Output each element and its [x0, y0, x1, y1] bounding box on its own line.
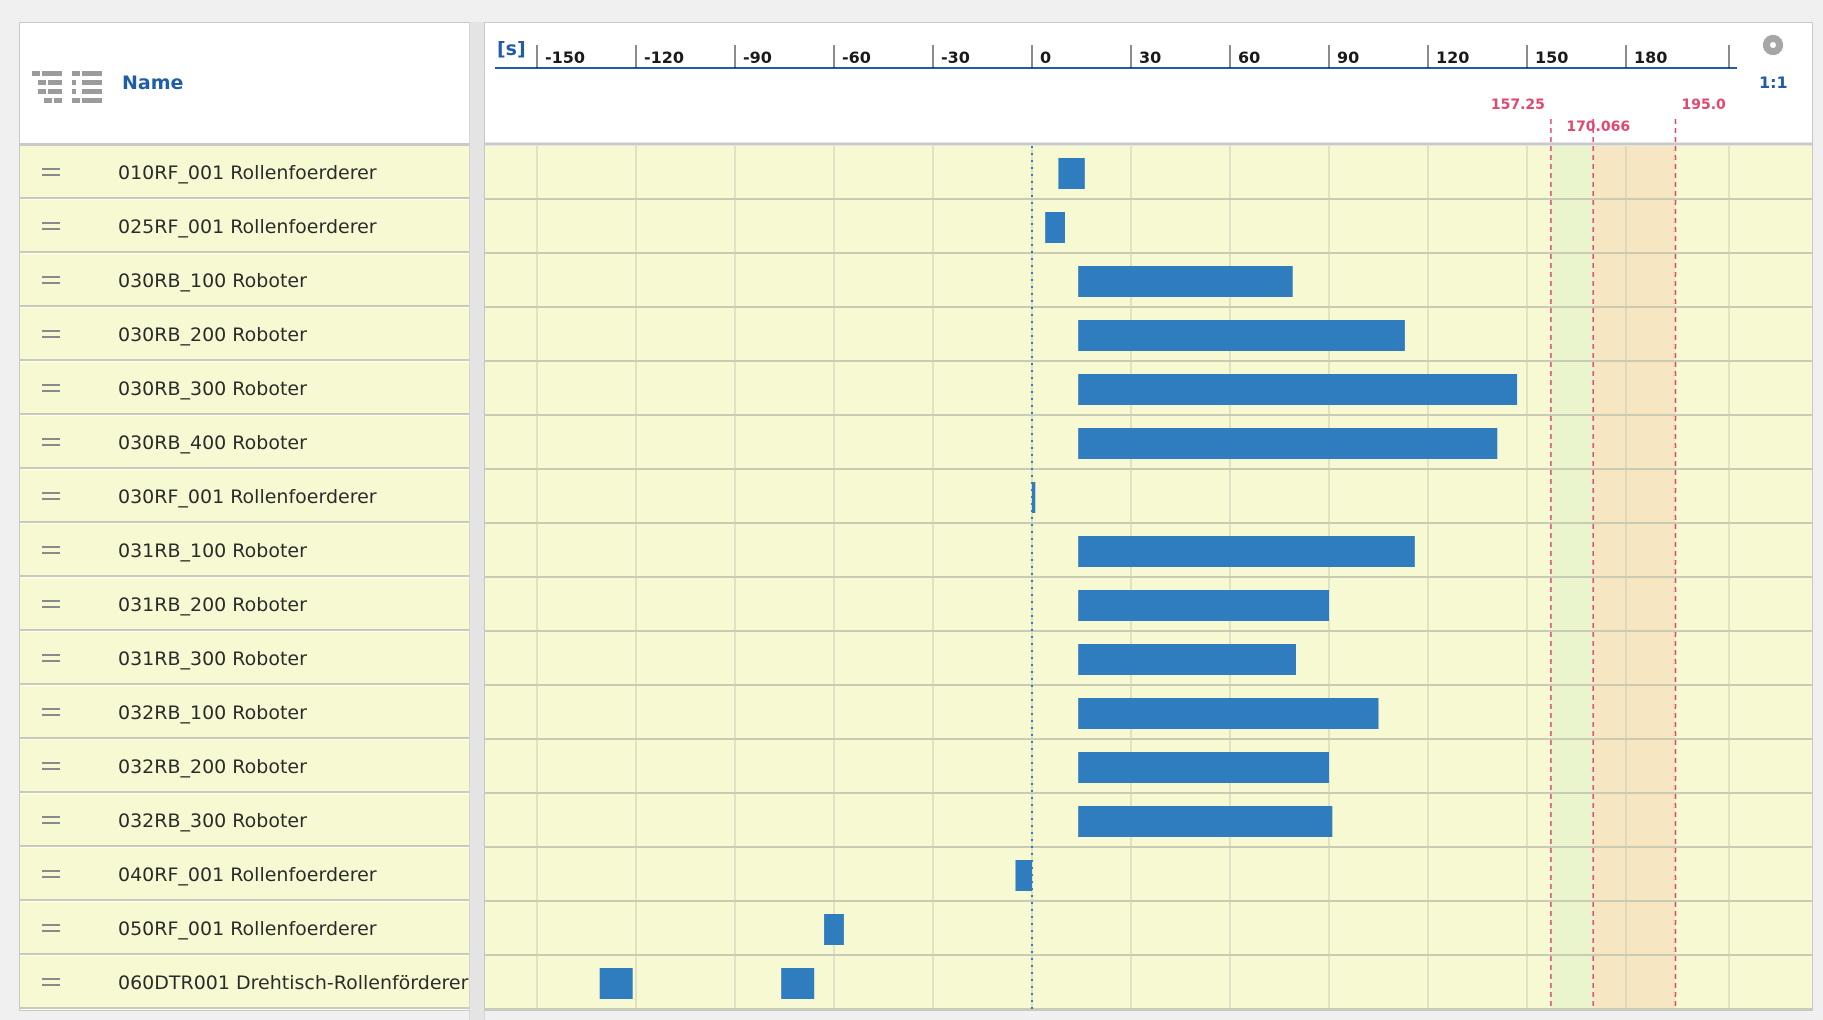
list-header: Name — [20, 23, 469, 146]
axis-tick-label: -120 — [644, 48, 684, 67]
timeline-bar[interactable] — [1015, 860, 1033, 891]
timeline-bar[interactable] — [1078, 806, 1333, 837]
drag-handle-icon[interactable] — [42, 654, 60, 662]
list-row[interactable]: 030RF_001 Rollenfoerderer — [20, 470, 469, 523]
row-label: 030RB_400 Roboter — [118, 432, 307, 454]
marker-label: 170.066 — [1566, 119, 1630, 135]
row-label: 031RB_300 Roboter — [118, 648, 307, 670]
drag-handle-icon[interactable] — [42, 330, 60, 338]
drag-handle-icon[interactable] — [42, 222, 60, 230]
axis-tick-label: 180 — [1634, 48, 1667, 67]
row-label: 031RB_200 Roboter — [118, 594, 307, 616]
marker-label: 157.25 — [1491, 97, 1545, 113]
list-row[interactable]: 031RB_300 Roboter — [20, 632, 469, 685]
list-row[interactable]: 031RB_100 Roboter — [20, 524, 469, 577]
row-label: 031RB_100 Roboter — [118, 540, 307, 562]
timeline-chart: [s] -150 -120 -90 -60 -30 0 30 60 90 120 150 180 1:1 1… — [485, 23, 1812, 1010]
axis-tick-label: 150 — [1535, 48, 1568, 67]
drag-handle-icon[interactable] — [42, 492, 60, 500]
row-label: 032RB_300 Roboter — [118, 810, 307, 832]
timeline-bar[interactable] — [1058, 158, 1085, 189]
row-label: 030RB_100 Roboter — [118, 270, 307, 292]
row-label: 050RF_001 Rollenfoerderer — [118, 918, 377, 940]
panel-splitter[interactable] — [469, 22, 485, 1020]
timeline-bar[interactable] — [1078, 320, 1405, 351]
axis-tick-label: -30 — [941, 48, 970, 67]
timeline-bar[interactable] — [1045, 212, 1065, 243]
timeline-bar[interactable] — [824, 914, 844, 945]
list-row[interactable]: 025RF_001 Rollenfoerderer — [20, 200, 469, 253]
axis-tick-label: -90 — [743, 48, 772, 67]
drag-handle-icon[interactable] — [42, 546, 60, 554]
marker-label: 195.0 — [1682, 97, 1727, 113]
row-label: 010RF_001 Rollenfoerderer — [118, 162, 377, 184]
drag-handle-icon[interactable] — [42, 600, 60, 608]
timeline-bar[interactable] — [1078, 698, 1379, 729]
list-row[interactable]: 040RF_001 Rollenfoerderer — [20, 848, 469, 901]
name-list-panel: Name 010RF_001 Rollenfoerderer 025RF_001 … — [19, 22, 470, 1011]
list-row[interactable]: 032RB_100 Roboter — [20, 686, 469, 739]
axis-tick-label: 120 — [1436, 48, 1469, 67]
timeline-bar[interactable] — [1078, 428, 1498, 459]
axis-tick-label: 60 — [1238, 48, 1260, 67]
timeline-bar[interactable] — [1032, 482, 1036, 513]
drag-handle-icon[interactable] — [42, 762, 60, 770]
timeline-bar[interactable] — [1078, 374, 1518, 405]
list-row[interactable]: 031RB_200 Roboter — [20, 578, 469, 631]
list-row[interactable]: 030RB_300 Roboter — [20, 362, 469, 415]
list-row[interactable]: 032RB_300 Roboter — [20, 794, 469, 847]
row-label: 032RB_100 Roboter — [118, 702, 307, 724]
drag-handle-icon[interactable] — [42, 384, 60, 392]
timeline-bar[interactable] — [1078, 752, 1329, 783]
row-label: 060DTR001 Drehtisch-Rollenförderer — [118, 972, 469, 994]
gear-icon[interactable] — [1762, 34, 1784, 56]
axis-tick-label: -150 — [545, 48, 585, 67]
timeline-bar[interactable] — [781, 968, 815, 999]
list-row[interactable]: 030RB_400 Roboter — [20, 416, 469, 469]
row-label: 030RF_001 Rollenfoerderer — [118, 486, 377, 508]
axis-tick-label: -60 — [842, 48, 871, 67]
row-label: 040RF_001 Rollenfoerderer — [118, 864, 377, 886]
drag-handle-icon[interactable] — [42, 978, 60, 986]
list-row[interactable]: 030RB_200 Roboter — [20, 308, 469, 361]
axis-tick-label: 0 — [1040, 48, 1051, 67]
axis-tick-label: 30 — [1139, 48, 1161, 67]
list-row[interactable]: 030RB_100 Roboter — [20, 254, 469, 307]
row-label: 032RB_200 Roboter — [118, 756, 307, 778]
zoom-scale-label[interactable]: 1:1 — [1759, 73, 1788, 92]
row-label: 030RB_200 Roboter — [118, 324, 307, 346]
timeline-bar[interactable] — [1078, 266, 1293, 297]
drag-handle-icon[interactable] — [42, 276, 60, 284]
drag-handle-icon[interactable] — [42, 708, 60, 716]
timeline-header — [485, 23, 1812, 143]
timeline-bar[interactable] — [1078, 536, 1415, 567]
axis-tick-label: 90 — [1337, 48, 1359, 67]
drag-handle-icon[interactable] — [42, 870, 60, 878]
list-row[interactable]: 060DTR001 Drehtisch-Rollenförderer — [20, 956, 469, 1009]
drag-handle-icon[interactable] — [42, 438, 60, 446]
tree-view-icon[interactable] — [32, 68, 112, 104]
row-label: 025RF_001 Rollenfoerderer — [118, 216, 377, 238]
timeline-bar[interactable] — [1078, 590, 1329, 621]
drag-handle-icon[interactable] — [42, 816, 60, 824]
timeline-panel: [s] -150 -120 -90 -60 -30 0 30 60 90 120 150 180 1:1 1… — [484, 22, 1813, 1011]
time-unit-label: [s] — [497, 38, 526, 60]
name-column-header[interactable]: Name — [122, 72, 184, 94]
row-label: 030RB_300 Roboter — [118, 378, 307, 400]
drag-handle-icon[interactable] — [42, 924, 60, 932]
drag-handle-icon[interactable] — [42, 168, 60, 176]
list-row[interactable]: 050RF_001 Rollenfoerderer — [20, 902, 469, 955]
list-row[interactable]: 032RB_200 Roboter — [20, 740, 469, 793]
timeline-bar[interactable] — [599, 968, 633, 999]
list-row[interactable]: 010RF_001 Rollenfoerderer — [20, 146, 469, 199]
timeline-bar[interactable] — [1078, 644, 1296, 675]
